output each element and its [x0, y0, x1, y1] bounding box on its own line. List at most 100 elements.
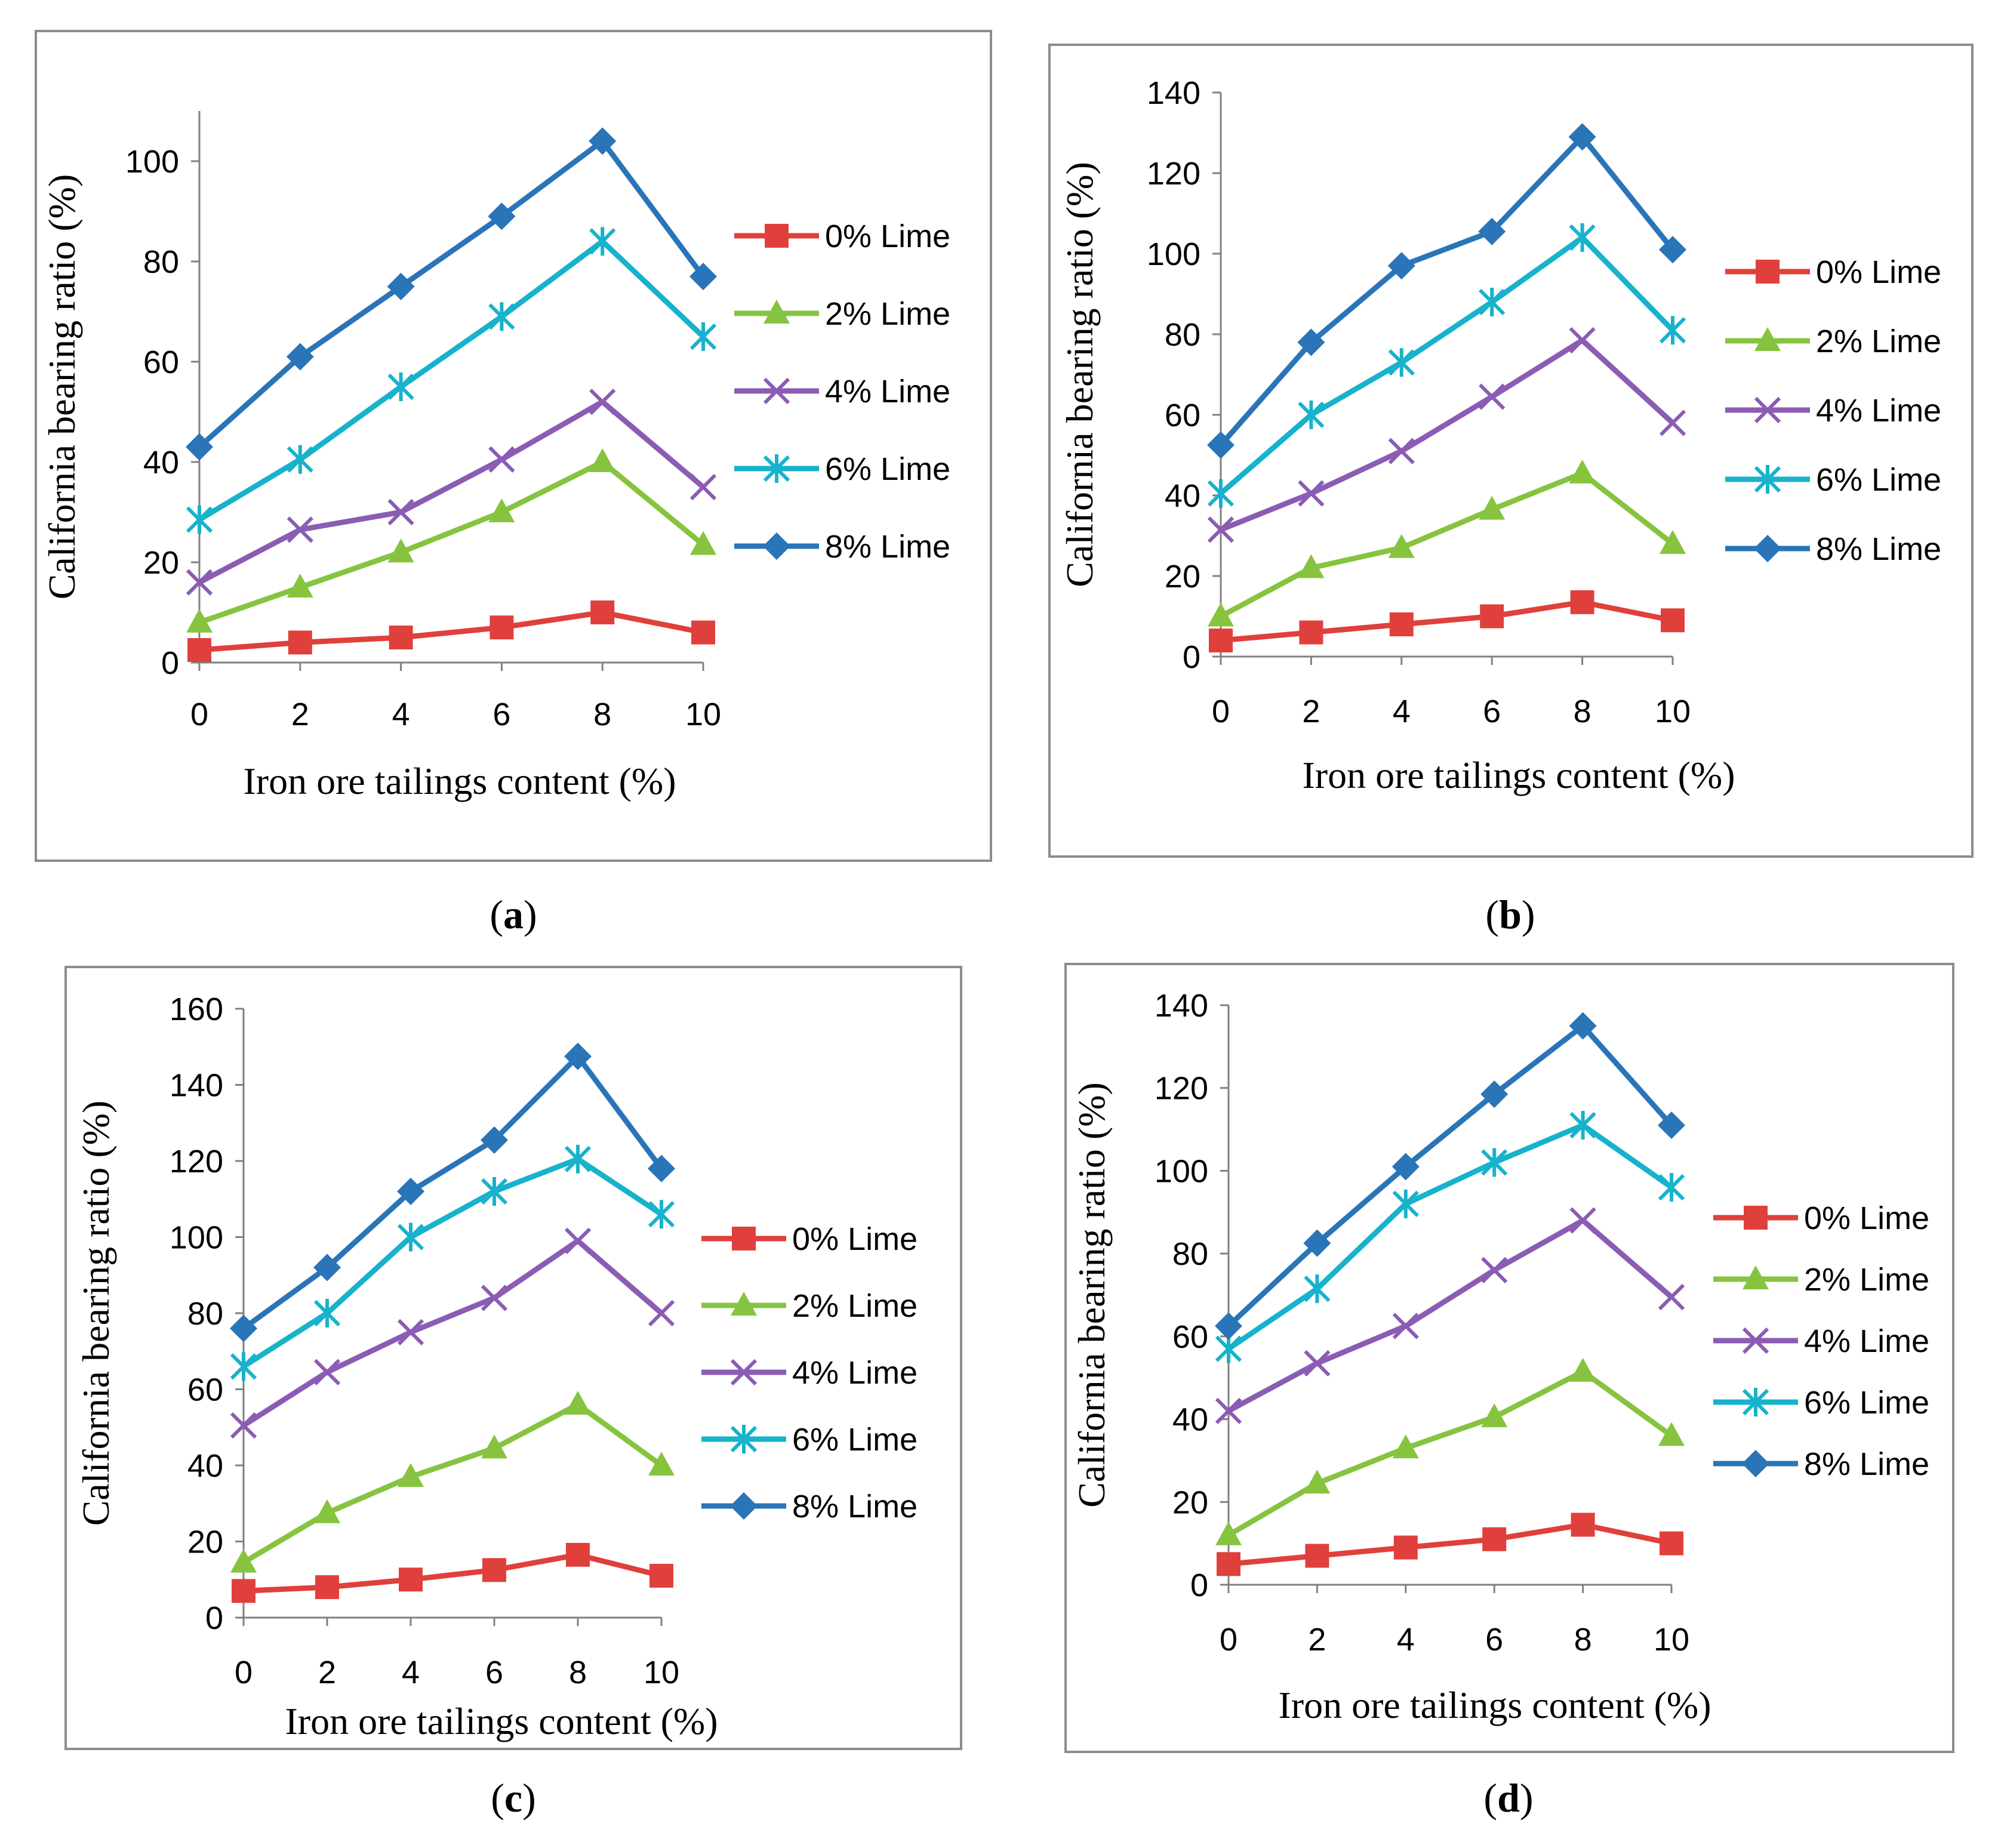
data-point — [1392, 1189, 1419, 1218]
x-axis-title: Iron ore tailings content (%) — [1302, 754, 1735, 796]
data-point — [1480, 604, 1504, 629]
data-point — [397, 1222, 424, 1252]
data-point — [1209, 629, 1233, 652]
series-line — [242, 1238, 663, 1428]
data-point — [689, 473, 717, 501]
y-tick-label: 40 — [1172, 1402, 1208, 1438]
data-point — [1659, 316, 1686, 345]
x-tick-label: 10 — [1655, 694, 1691, 729]
legend-label: 0% Lime — [1816, 254, 1941, 290]
legend-label: 2% Lime — [1816, 324, 1941, 359]
data-point — [1208, 602, 1234, 627]
y-tick-label: 80 — [1172, 1236, 1208, 1272]
legend-item-8pct-lime: 8% Lime — [734, 529, 950, 565]
legend-marker — [763, 454, 790, 483]
panel-caption: (b) — [1485, 892, 1535, 937]
x-tick-label: 8 — [1574, 1622, 1592, 1658]
data-point — [1479, 383, 1506, 410]
data-point — [186, 569, 213, 596]
legend-label: 8% Lime — [1816, 531, 1941, 567]
data-point — [288, 630, 312, 655]
data-point — [1659, 236, 1686, 264]
legend-label: 0% Lime — [792, 1221, 918, 1257]
data-point — [389, 626, 413, 649]
data-point — [1298, 480, 1325, 507]
series-line — [1227, 1369, 1673, 1538]
legend-item-8pct-lime: 8% Lime — [1725, 531, 1941, 567]
data-point — [287, 445, 313, 474]
data-point — [1217, 1552, 1240, 1576]
data-point — [1658, 1422, 1685, 1446]
x-tick-label: 6 — [485, 1655, 503, 1690]
legend-marker — [765, 224, 789, 248]
data-point — [590, 600, 615, 624]
data-point — [1569, 1207, 1596, 1234]
y-tick-label: 20 — [1172, 1484, 1208, 1520]
series-4pct-lime — [1207, 327, 1686, 543]
y-tick-label: 100 — [170, 1220, 223, 1256]
legend-label: 4% Lime — [1816, 393, 1941, 429]
x-tick-label: 4 — [1397, 1622, 1415, 1658]
x-tick-label: 6 — [1485, 1622, 1503, 1658]
x-tick-label: 2 — [1302, 694, 1320, 729]
legend-label: 8% Lime — [825, 529, 950, 565]
legend-item-6pct-lime: 6% Lime — [734, 451, 950, 487]
data-point — [564, 1042, 592, 1070]
y-tick-label: 160 — [170, 991, 223, 1027]
legend-marker — [1754, 327, 1781, 351]
legend-label: 2% Lime — [825, 296, 950, 332]
y-axis-title: California bearing ratio (%) — [41, 174, 83, 600]
legend-label: 8% Lime — [792, 1489, 918, 1524]
data-point — [488, 446, 515, 473]
legend-item-0pct-lime: 0% Lime — [1725, 254, 1941, 290]
legend-label: 0% Lime — [1804, 1200, 1929, 1236]
data-point — [1658, 1111, 1685, 1139]
data-point — [387, 498, 414, 526]
legend-item-2pct-lime: 2% Lime — [1713, 1262, 1929, 1298]
data-point — [1658, 1283, 1685, 1311]
data-point — [1387, 252, 1415, 280]
data-point — [1569, 459, 1596, 483]
data-point — [1569, 223, 1596, 252]
series-line — [243, 1552, 663, 1594]
legend-marker — [731, 1292, 757, 1316]
x-tick-label: 10 — [644, 1655, 679, 1690]
x-tick-label: 2 — [1308, 1622, 1326, 1658]
y-axis-title: California bearing ratio (%) — [1070, 1082, 1113, 1508]
legend-marker — [730, 1492, 758, 1520]
y-tick-label: 140 — [1155, 988, 1208, 1024]
y-axis-title: California bearing ratio (%) — [75, 1101, 117, 1526]
data-point — [1482, 1527, 1507, 1551]
legend-marker — [1742, 1327, 1769, 1354]
data-point — [287, 516, 313, 543]
series-line — [198, 399, 705, 585]
data-point — [1207, 431, 1235, 459]
x-tick-label: 0 — [235, 1655, 253, 1690]
chart-c: 0 20 40 60 80 100 120 140 160 0 2 4 6 8 10 Iron ore tai… — [64, 966, 962, 1821]
data-point — [691, 620, 715, 645]
legend-label: 4% Lime — [825, 374, 950, 409]
data-point — [564, 1227, 592, 1255]
legend-label: 8% Lime — [1804, 1446, 1929, 1482]
series-2pct-lime — [1215, 1357, 1685, 1545]
data-point — [1388, 534, 1415, 558]
legend-label: 4% Lime — [792, 1355, 918, 1391]
data-point — [648, 1299, 675, 1327]
legend-marker — [1756, 260, 1780, 284]
data-point — [481, 1434, 507, 1459]
data-point — [648, 1154, 675, 1182]
data-point — [649, 1563, 673, 1588]
legend-item-2pct-lime: 2% Lime — [701, 1288, 918, 1324]
data-point — [1481, 1403, 1508, 1428]
data-point — [1304, 1350, 1331, 1377]
series-line — [199, 609, 704, 653]
legend-item-4pct-lime: 4% Lime — [734, 374, 950, 409]
series-line — [1220, 337, 1675, 532]
data-point — [1392, 1153, 1420, 1181]
data-point — [232, 1579, 255, 1603]
data-point — [490, 615, 514, 640]
data-point — [589, 127, 617, 155]
y-tick-label: 40 — [187, 1448, 223, 1484]
data-point — [481, 1285, 508, 1311]
legend-marker — [1754, 465, 1781, 494]
